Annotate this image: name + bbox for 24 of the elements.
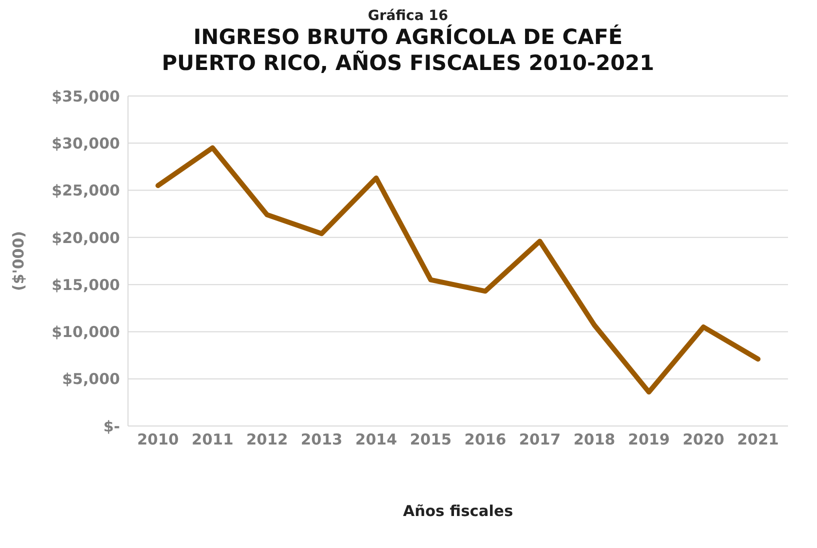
x-tick-label: 2015 [410,430,452,449]
y-tick-label: $10,000 [52,323,120,342]
x-tick-label: 2014 [355,430,398,449]
x-tick-label: 2013 [300,430,343,449]
x-tick-label: 2010 [137,430,179,449]
y-tick-label: $15,000 [52,276,120,294]
x-tick-label: 2019 [628,430,670,449]
y-tick-label: $20,000 [52,228,120,247]
y-tick-label: $30,000 [52,134,120,152]
x-tick-label: 2012 [246,430,288,449]
x-tick-label: 2011 [192,430,234,449]
x-tick-label: 2018 [573,430,616,449]
chart-title: INGRESO BRUTO AGRÍCOLA DE CAFÉ PUERTO RICO, AÑOS FISCALES 2010-2021 [160,24,656,76]
y-tick-label: $5,000 [62,370,120,388]
y-tick-label: $35,000 [52,87,120,106]
x-tick-label: 2017 [518,430,561,449]
x-tick-label: 2021 [737,430,779,449]
y-tick-label: $25,000 [52,182,120,200]
x-tick-label: 2016 [464,430,506,449]
y-axis-title: ($'000) [9,230,28,292]
x-axis-title: Años fiscales [402,502,514,520]
x-tick-label: 2020 [682,430,724,449]
chart-subtitle: Gráfica 16 [366,8,450,24]
y-tick-label: $- [103,417,120,436]
